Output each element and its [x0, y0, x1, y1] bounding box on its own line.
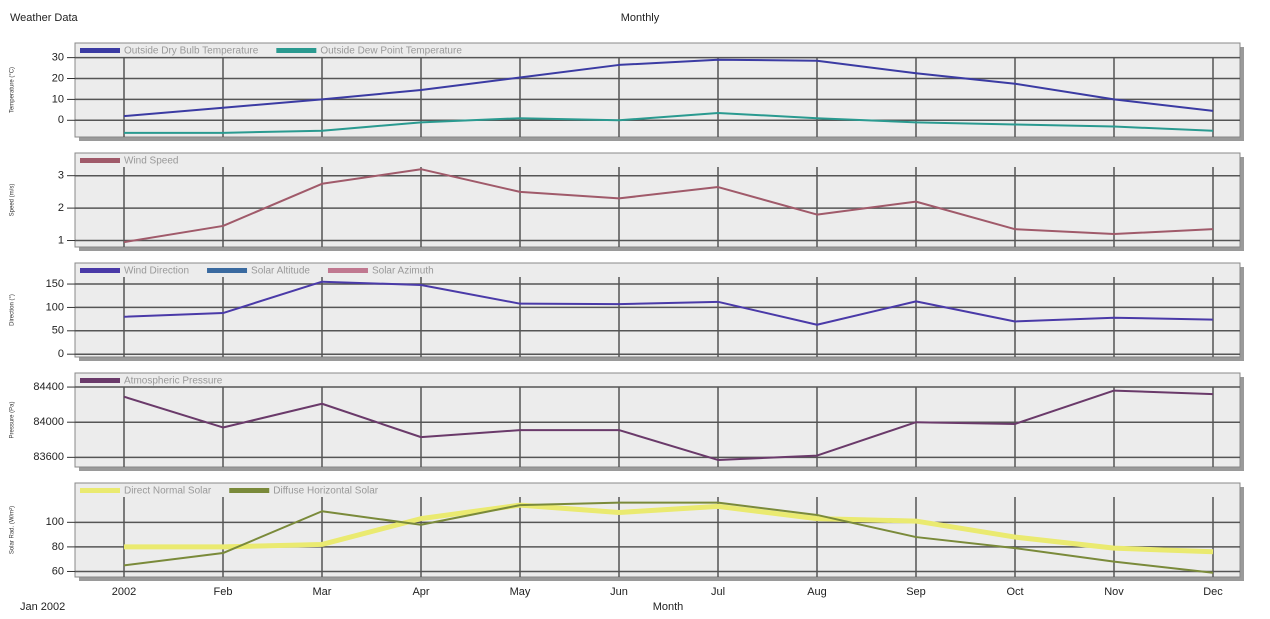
y-tick-label: 50 — [52, 325, 64, 337]
y-axis-label: Pressure (Pa) — [10, 401, 16, 438]
x-tick-label: Mar — [313, 586, 332, 598]
legend-label: Direct Normal Solar — [124, 486, 212, 497]
y-tick-label: 3 — [58, 170, 64, 182]
series-line — [123, 501, 1214, 574]
x-tick-label: May — [510, 586, 531, 598]
x-tick-label: Jun — [610, 586, 628, 598]
y-axis-label: Solar Rad. (W/m²) — [10, 506, 16, 554]
legend-swatch — [80, 488, 120, 493]
y-tick-label: 20 — [52, 72, 64, 84]
series-line — [123, 389, 1214, 461]
legend-label: Outside Dry Bulb Temperature — [124, 46, 259, 57]
legend-label: Solar Azimuth — [372, 266, 434, 277]
y-axis-label: Temperature (°C) — [10, 67, 16, 113]
legend-label: Solar Altitude — [251, 266, 310, 277]
panel — [74, 372, 1241, 468]
y-tick-label: 83600 — [33, 451, 64, 463]
legend-swatch — [80, 48, 120, 53]
start-label: Jan 2002 — [20, 601, 65, 613]
series-line — [124, 111, 1214, 134]
legend-swatch — [80, 158, 120, 163]
period-label: Monthly — [621, 12, 660, 24]
legend-swatch — [80, 268, 120, 273]
legend-label: Outside Dew Point Temperature — [320, 46, 462, 57]
legend-swatch — [80, 378, 120, 383]
x-axis-label: Month — [653, 601, 684, 613]
y-tick-label: 84000 — [33, 416, 64, 428]
y-tick-label: 80 — [52, 541, 64, 553]
panel — [74, 152, 1241, 248]
x-tick-label: 2002 — [112, 586, 136, 598]
x-tick-label: Feb — [214, 586, 233, 598]
x-tick-label: Dec — [1203, 586, 1223, 598]
x-tick-label: Aug — [807, 586, 827, 598]
series-line — [123, 168, 1214, 244]
x-tick-label: Apr — [412, 586, 429, 598]
series-line — [123, 58, 1214, 118]
y-tick-label: 1 — [58, 234, 64, 246]
x-tick-label: Nov — [1104, 586, 1124, 598]
y-tick-label: 100 — [46, 301, 64, 313]
x-tick-label: Jul — [711, 586, 725, 598]
y-tick-label: 150 — [46, 278, 64, 290]
x-tick-label: Sep — [906, 586, 926, 598]
y-tick-label: 0 — [58, 348, 64, 360]
legend-swatch — [327, 268, 368, 273]
legend-label: Diffuse Horizontal Solar — [273, 486, 379, 497]
legend-swatch — [229, 488, 270, 493]
legend-swatch — [276, 48, 317, 53]
y-tick-label: 30 — [52, 52, 64, 64]
legend-label: Wind Direction — [124, 266, 189, 277]
y-tick-label: 10 — [52, 93, 64, 105]
y-tick-label: 2 — [58, 202, 64, 214]
x-tick-label: Oct — [1006, 586, 1023, 598]
panel — [74, 262, 1241, 358]
panel — [74, 482, 1241, 578]
y-tick-label: 100 — [46, 516, 64, 528]
panel — [74, 42, 1241, 138]
y-tick-label: 0 — [58, 114, 64, 126]
page-title: Weather Data — [10, 12, 79, 24]
y-axis-label: Speed (m/s) — [10, 184, 16, 217]
y-tick-label: 84400 — [33, 381, 64, 393]
y-tick-label: 60 — [52, 565, 64, 577]
series-line — [123, 280, 1214, 326]
legend-swatch — [207, 268, 248, 273]
legend-label: Wind Speed — [124, 156, 178, 167]
y-axis-label: Direction (°) — [10, 294, 16, 326]
series-line — [124, 502, 1214, 555]
legend-label: Atmospheric Pressure — [124, 376, 223, 387]
